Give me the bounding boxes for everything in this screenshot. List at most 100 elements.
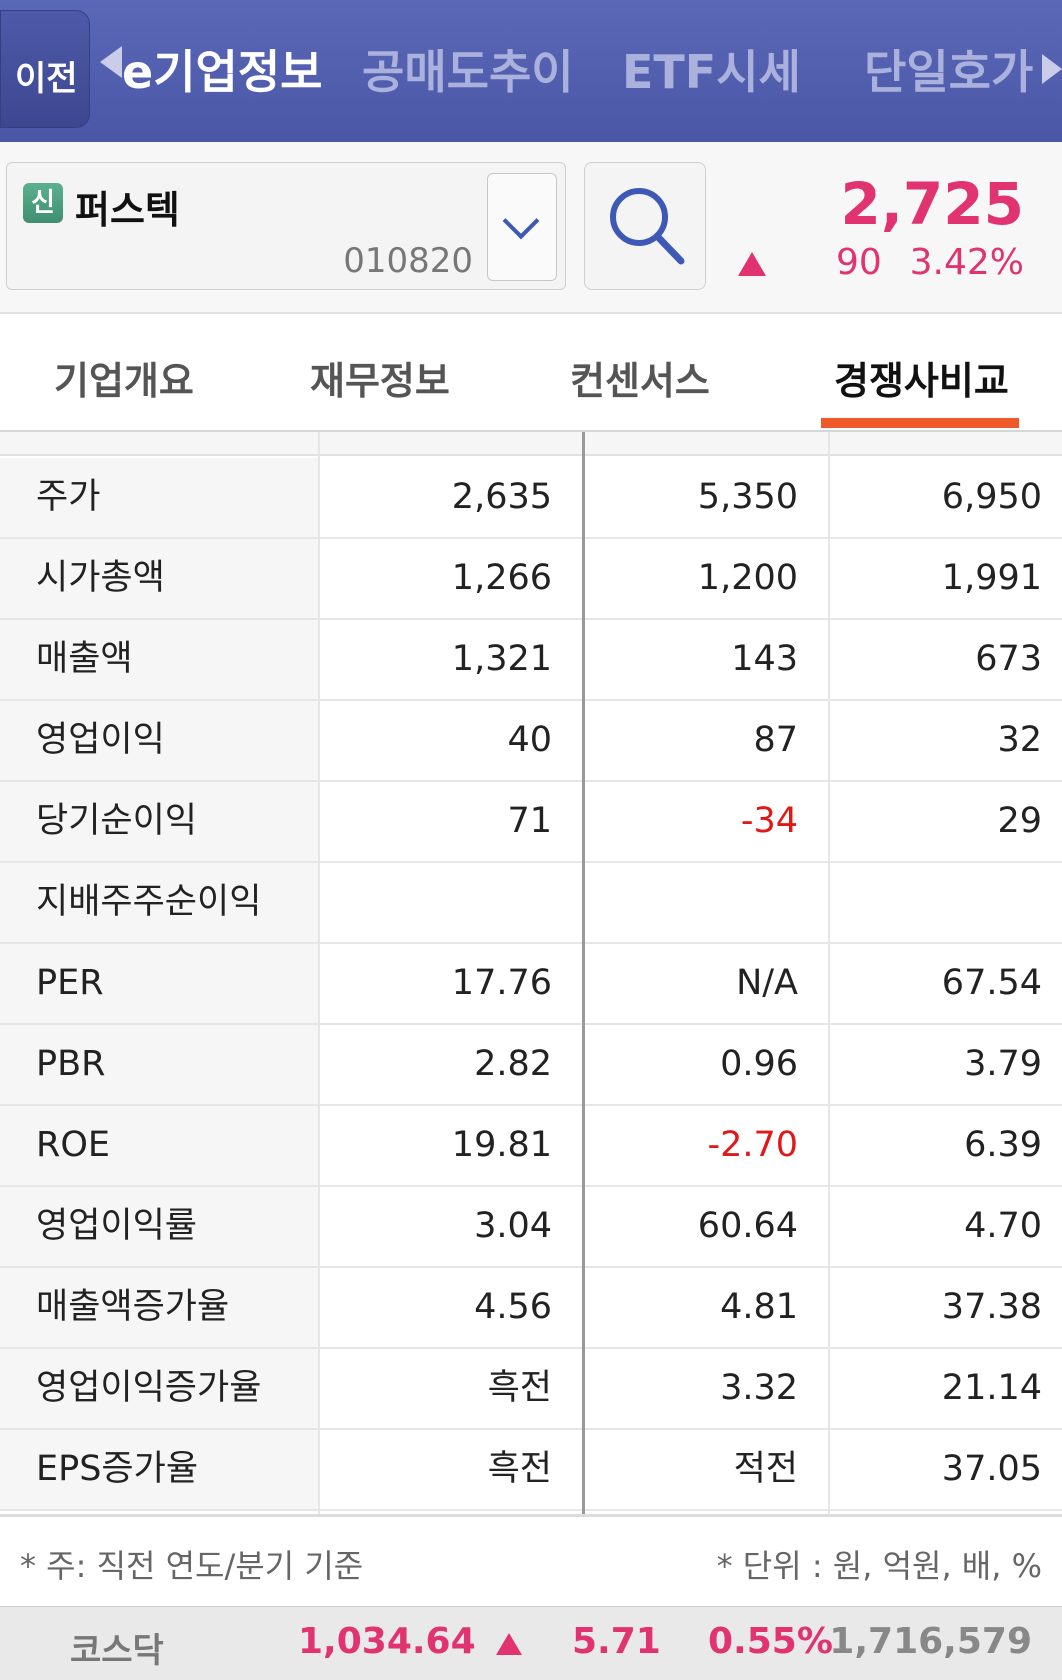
table-row: 영업이익증가율 흑전 3.32 21.14 xyxy=(0,1349,1062,1430)
price-change-percent: 3.42% xyxy=(909,242,1024,283)
stock-selector[interactable]: 신 퍼스텍 010820 xyxy=(6,162,566,290)
row-value-col1: 1,321 xyxy=(451,639,552,679)
column-divider xyxy=(828,432,830,1514)
table-row: 영업이익 40 87 32 xyxy=(0,701,1062,782)
nav-prev-arrow-icon[interactable] xyxy=(100,46,122,78)
row-value-col3: 37.05 xyxy=(941,1449,1042,1489)
row-value-col3: 6.39 xyxy=(964,1125,1042,1165)
nav-next-arrow-icon[interactable] xyxy=(1042,54,1062,84)
price-up-arrow-icon xyxy=(738,252,766,276)
comparison-table[interactable]: 주가 2,635 5,350 6,950 시가총액 1,266 1,200 1,991 매출액 1… xyxy=(0,432,1062,1514)
stock-dropdown-button[interactable] xyxy=(487,173,557,281)
row-value-col1: 4.56 xyxy=(474,1287,552,1327)
row-value-col2: -34 xyxy=(740,801,798,841)
credit-badge: 신 xyxy=(23,183,63,223)
table-row: 영업이익률 3.04 60.64 4.70 xyxy=(0,1187,1062,1268)
row-label: PER xyxy=(0,944,318,1023)
row-value-col1: 71 xyxy=(507,801,552,841)
row-value-col2: 87 xyxy=(753,720,798,760)
row-value-col1: 19.81 xyxy=(451,1125,552,1165)
row-label: 지배주주순이익 xyxy=(0,863,318,942)
top-nav-bar: 이전 e기업정보 공매도추이 ETF시세 단일호가 xyxy=(0,0,1062,142)
stock-header: 신 퍼스텍 010820 2,725 90 3.42% xyxy=(0,142,1062,314)
row-value-col2: 5,350 xyxy=(697,477,798,517)
tab-bar: 기업개요 재무정보 컨센서스 경쟁사비교 xyxy=(0,314,1062,432)
row-label: ROE xyxy=(0,1106,318,1185)
table-row: PER 17.76 N/A 67.54 xyxy=(0,944,1062,1025)
index-change-percent: 0.55% xyxy=(708,1621,833,1662)
row-value-col3 xyxy=(832,863,1062,942)
chevron-down-icon xyxy=(502,202,540,240)
table-row: 매출액증가율 4.56 4.81 37.38 xyxy=(0,1268,1062,1349)
nav-item-single-quote[interactable]: 단일호가 xyxy=(864,45,1034,99)
table-row: PBR 2.82 0.96 3.79 xyxy=(0,1025,1062,1106)
column-divider-main xyxy=(582,432,585,1514)
row-value-col2: N/A xyxy=(736,963,798,1003)
nav-item-short-selling[interactable]: 공매도추이 xyxy=(362,45,574,99)
row-value-col1: 흑전 xyxy=(487,1368,552,1408)
current-price: 2,725 xyxy=(840,170,1024,238)
row-value-col3: 32 xyxy=(997,720,1042,760)
row-value-col2: 적전 xyxy=(733,1449,798,1489)
footnote-unit: * 단위 : 원, 억원, 배, % xyxy=(716,1547,1042,1585)
row-value-col3: 67.54 xyxy=(941,963,1042,1003)
table-row: ROE 19.81 -2.70 6.39 xyxy=(0,1106,1062,1187)
row-value-col1: 40 xyxy=(507,720,552,760)
row-value-col2: 1,200 xyxy=(697,558,798,598)
row-label: 영업이익증가율 xyxy=(0,1349,318,1428)
price-change: 90 xyxy=(836,242,882,283)
index-up-arrow-icon xyxy=(496,1633,522,1655)
table-row: 주가 2,635 5,350 6,950 xyxy=(0,458,1062,539)
row-value-col1 xyxy=(320,863,582,942)
tab-financial-info[interactable]: 재무정보 xyxy=(310,359,450,403)
row-label: 주가 xyxy=(0,458,318,537)
stock-code: 010820 xyxy=(343,241,473,281)
row-label: 당기순이익 xyxy=(0,782,318,861)
row-value-col2 xyxy=(586,863,828,942)
row-value-col2: 4.81 xyxy=(720,1287,798,1327)
row-value-col3: 4.70 xyxy=(964,1206,1042,1246)
table-row: 당기순이익 71 -34 29 xyxy=(0,782,1062,863)
row-value-col3: 29 xyxy=(997,801,1042,841)
index-ticker[interactable]: 코스닥 1,034.64 5.71 0.55% 1,716,579 xyxy=(0,1606,1062,1680)
row-value-col1: 2.82 xyxy=(474,1044,552,1084)
row-value-col2: 0.96 xyxy=(720,1044,798,1084)
back-button[interactable]: 이전 xyxy=(0,10,90,128)
table-row: 매출액 1,321 143 673 xyxy=(0,620,1062,701)
row-value-col3: 6,950 xyxy=(941,477,1042,517)
row-value-col3: 1,991 xyxy=(941,558,1042,598)
tab-company-overview[interactable]: 기업개요 xyxy=(54,359,194,403)
row-value-col1: 2,635 xyxy=(451,477,552,517)
index-volume: 1,716,579 xyxy=(829,1621,1032,1662)
row-value-col1: 1,266 xyxy=(451,558,552,598)
row-value-col3: 673 xyxy=(975,639,1042,679)
search-icon xyxy=(610,188,685,265)
index-value: 1,034.64 xyxy=(298,1621,476,1662)
table-row: 시가총액 1,266 1,200 1,991 xyxy=(0,539,1062,620)
row-value-col2: -2.70 xyxy=(707,1125,798,1165)
row-value-col2: 3.32 xyxy=(720,1368,798,1408)
table-footnote: * 주: 직전 연도/분기 기준 * 단위 : 원, 억원, 배, % xyxy=(0,1514,1062,1606)
index-name: 코스닥 xyxy=(70,1631,164,1671)
nav-item-company-info[interactable]: e기업정보 xyxy=(122,45,323,99)
stock-name: 퍼스텍 xyxy=(75,188,180,232)
row-value-col2: 60.64 xyxy=(697,1206,798,1246)
row-label: PBR xyxy=(0,1025,318,1104)
row-value-col1: 흑전 xyxy=(487,1449,552,1489)
back-button-label: 이전 xyxy=(15,59,78,99)
tab-competitor-comparison[interactable]: 경쟁사비교 xyxy=(834,359,1009,403)
index-change: 5.71 xyxy=(572,1621,661,1662)
search-button[interactable] xyxy=(584,162,706,290)
row-value-col1: 17.76 xyxy=(451,963,552,1003)
table-row: 지배주주순이익 xyxy=(0,863,1062,944)
footnote-basis: * 주: 직전 연도/분기 기준 xyxy=(20,1547,364,1585)
table-header-strip xyxy=(0,432,1062,456)
row-value-col1: 3.04 xyxy=(474,1206,552,1246)
row-label: EPS증가율 xyxy=(0,1430,318,1509)
tab-consensus[interactable]: 컨센서스 xyxy=(570,359,710,403)
nav-item-etf-price[interactable]: ETF시세 xyxy=(622,45,801,99)
row-value-col2: 143 xyxy=(731,639,798,679)
row-label: 매출액 xyxy=(0,620,318,699)
row-value-col3: 21.14 xyxy=(941,1368,1042,1408)
active-tab-indicator xyxy=(821,418,1019,428)
